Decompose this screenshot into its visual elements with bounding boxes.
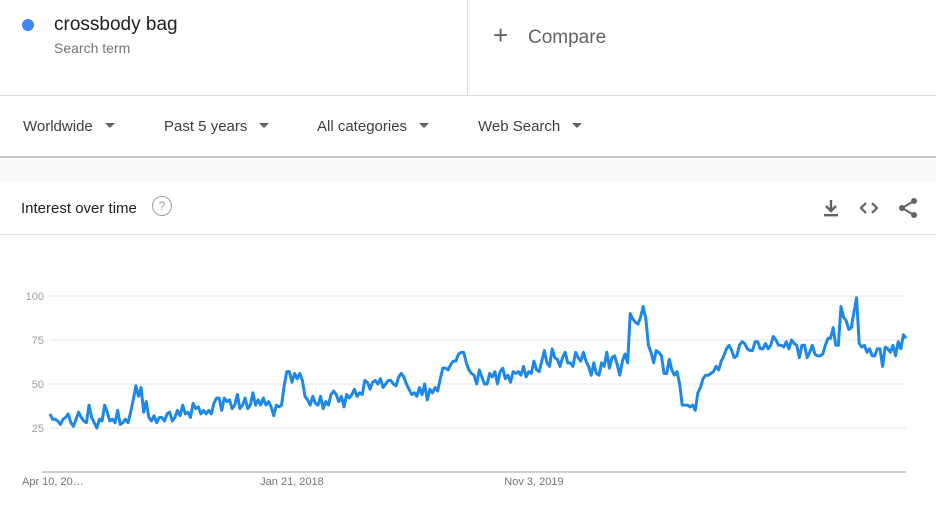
interest-card-header: Interest over time ?: [0, 182, 936, 235]
x-tick-label: Nov 3, 2019: [504, 476, 563, 488]
y-tick-label: 75: [32, 335, 44, 347]
y-tick-label: 100: [26, 291, 44, 303]
y-tick-label: 25: [32, 423, 44, 435]
caret-down-icon: [572, 122, 583, 128]
section-gap: [0, 158, 936, 182]
search-type-label: Web Search: [478, 118, 561, 135]
series-line-crossbody-bag: [48, 296, 908, 430]
search-term-name[interactable]: crossbody bag: [54, 14, 178, 35]
search-term-subtitle: Search term: [54, 40, 131, 56]
caret-down-icon: [259, 122, 270, 128]
help-circle-icon[interactable]: ?: [152, 196, 172, 216]
compare-button[interactable]: + Compare: [468, 0, 936, 95]
plus-icon: +: [493, 20, 509, 50]
download-icon[interactable]: [819, 196, 843, 220]
share-icon[interactable]: [896, 196, 920, 220]
y-tick-label: 50: [32, 379, 44, 391]
search-term-bar: crossbody bag Search term + Compare: [0, 0, 936, 96]
caret-down-icon: [104, 122, 115, 128]
card-title: Interest over time: [21, 200, 137, 217]
term-color-dot: [22, 19, 34, 31]
filter-bar: Worldwide Past 5 years All categories We…: [0, 96, 936, 158]
category-dropdown[interactable]: All categories: [317, 118, 430, 135]
region-dropdown[interactable]: Worldwide: [23, 118, 115, 135]
compare-label: Compare: [528, 27, 607, 48]
caret-down-icon: [419, 122, 430, 128]
category-label: All categories: [317, 118, 408, 135]
region-label: Worldwide: [23, 118, 93, 135]
x-tick-label: Apr 10, 20…: [22, 476, 84, 488]
interest-over-time-chart: 25 50 75 100 Apr 10, 20… Jan 21, 2018 Nov 3, …: [22, 291, 908, 488]
search-type-dropdown[interactable]: Web Search: [478, 118, 583, 135]
time-range-label: Past 5 years: [164, 118, 248, 135]
search-term-card[interactable]: crossbody bag Search term: [0, 0, 468, 95]
time-range-dropdown[interactable]: Past 5 years: [164, 118, 270, 135]
embed-code-icon[interactable]: [857, 196, 881, 220]
x-tick-label: Jan 21, 2018: [260, 476, 324, 488]
